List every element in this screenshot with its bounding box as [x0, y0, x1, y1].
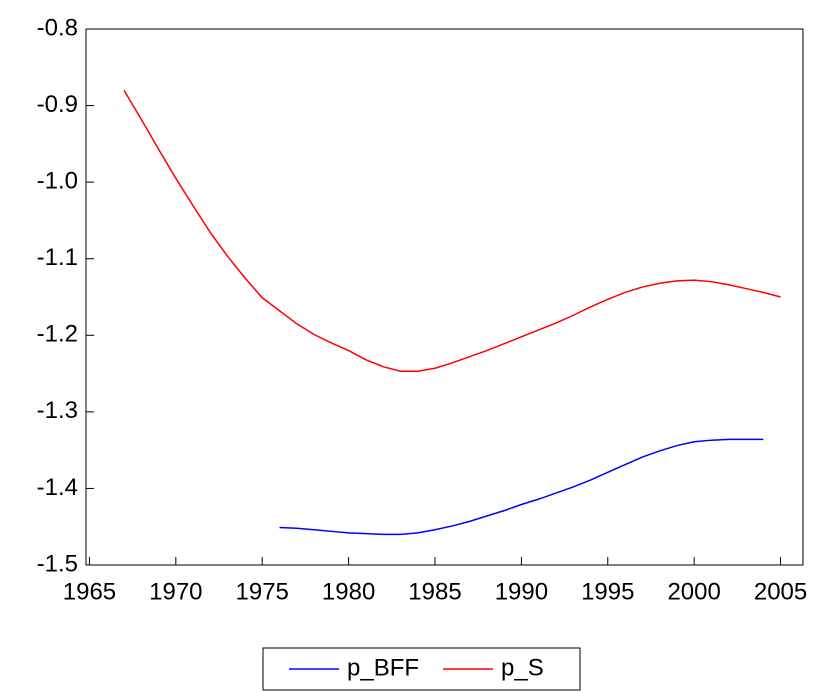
y-tick-label: -1.1: [37, 244, 78, 271]
y-tick-label: -1.5: [37, 550, 78, 577]
legend-label: p_BFF: [347, 654, 419, 681]
y-tick-label: -1.4: [37, 474, 78, 501]
x-tick-label: 1965: [63, 578, 116, 605]
plot-frame: [85, 28, 804, 566]
series-line: [279, 438, 764, 536]
x-tick-label: 1970: [149, 578, 202, 605]
x-tick-label: 1975: [236, 578, 289, 605]
legend-label: p_S: [501, 654, 544, 681]
x-tick-label: 1985: [408, 578, 461, 605]
y-tick-label: -1.3: [37, 397, 78, 424]
x-tick-label: 1980: [322, 578, 375, 605]
x-tick-label: 1990: [495, 578, 548, 605]
series-line: [123, 89, 781, 373]
x-tick-label: 1995: [581, 578, 634, 605]
x-tick-label: 2005: [754, 578, 807, 605]
y-tick-label: -1.0: [37, 167, 78, 194]
y-tick-label: -1.2: [37, 321, 78, 348]
x-tick-label: 2000: [667, 578, 720, 605]
y-tick-label: -0.8: [37, 14, 78, 41]
y-tick-label: -0.9: [37, 91, 78, 118]
